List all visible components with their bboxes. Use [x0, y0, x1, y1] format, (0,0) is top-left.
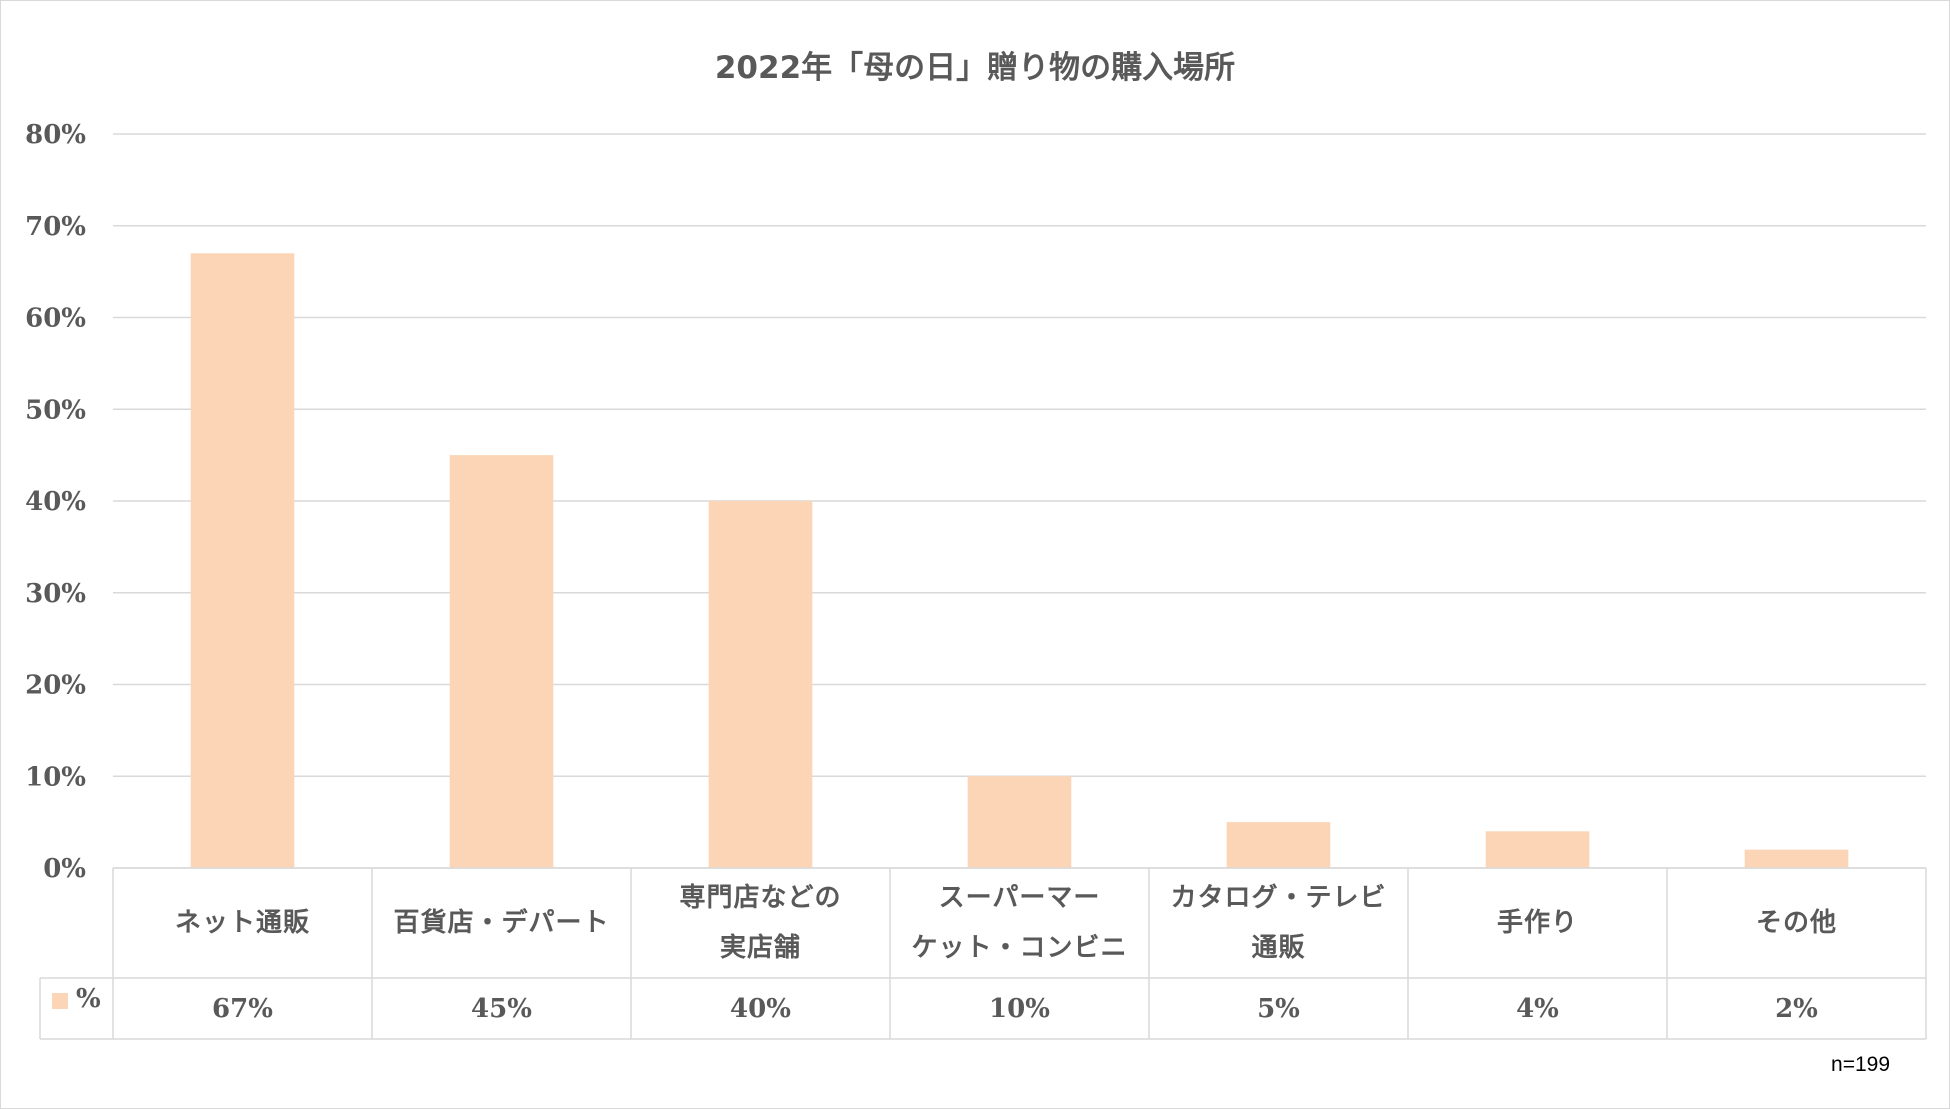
chart-title: 2022年「母の日」贈り物の購入場所 — [714, 50, 1236, 86]
data-table-value: 2% — [1775, 993, 1818, 1024]
bar — [1744, 849, 1849, 868]
category-label: スーパーマー ケット・コンビニ — [911, 883, 1128, 963]
y-tick-label: 60% — [25, 304, 86, 334]
bar — [190, 253, 295, 868]
category-label: ネット通販 — [174, 908, 310, 938]
y-tick-label: 20% — [25, 671, 86, 701]
bar — [449, 455, 554, 868]
bar — [708, 501, 813, 868]
y-tick-label: 80% — [25, 120, 86, 150]
category-label: 手作り — [1496, 908, 1578, 938]
category-label: 専門店などの 実店舗 — [679, 883, 842, 963]
data-table-value: 4% — [1516, 993, 1559, 1024]
sample-size-note: n=199 — [1831, 1053, 1890, 1076]
data-table-value: 45% — [471, 993, 532, 1024]
data-table-value: 5% — [1257, 993, 1300, 1024]
y-tick-label: 10% — [25, 762, 86, 792]
category-label: 百貨店・デパート — [393, 908, 610, 938]
data-table-value: 67% — [212, 993, 273, 1024]
legend-series-label: % — [76, 984, 101, 1014]
category-label: カタログ・テレビ 通販 — [1170, 883, 1387, 963]
y-tick-label: 70% — [25, 212, 86, 242]
category-label: その他 — [1755, 908, 1837, 938]
bar — [967, 776, 1072, 868]
y-tick-label: 50% — [25, 395, 86, 425]
data-table-value: 40% — [730, 993, 791, 1024]
y-tick-label: 30% — [25, 579, 86, 609]
legend-swatch — [52, 993, 68, 1009]
bar — [1226, 822, 1331, 868]
data-table-value: 10% — [989, 993, 1050, 1024]
y-tick-label: 0% — [43, 854, 86, 884]
bar — [1485, 831, 1590, 868]
y-tick-label: 40% — [25, 487, 86, 517]
